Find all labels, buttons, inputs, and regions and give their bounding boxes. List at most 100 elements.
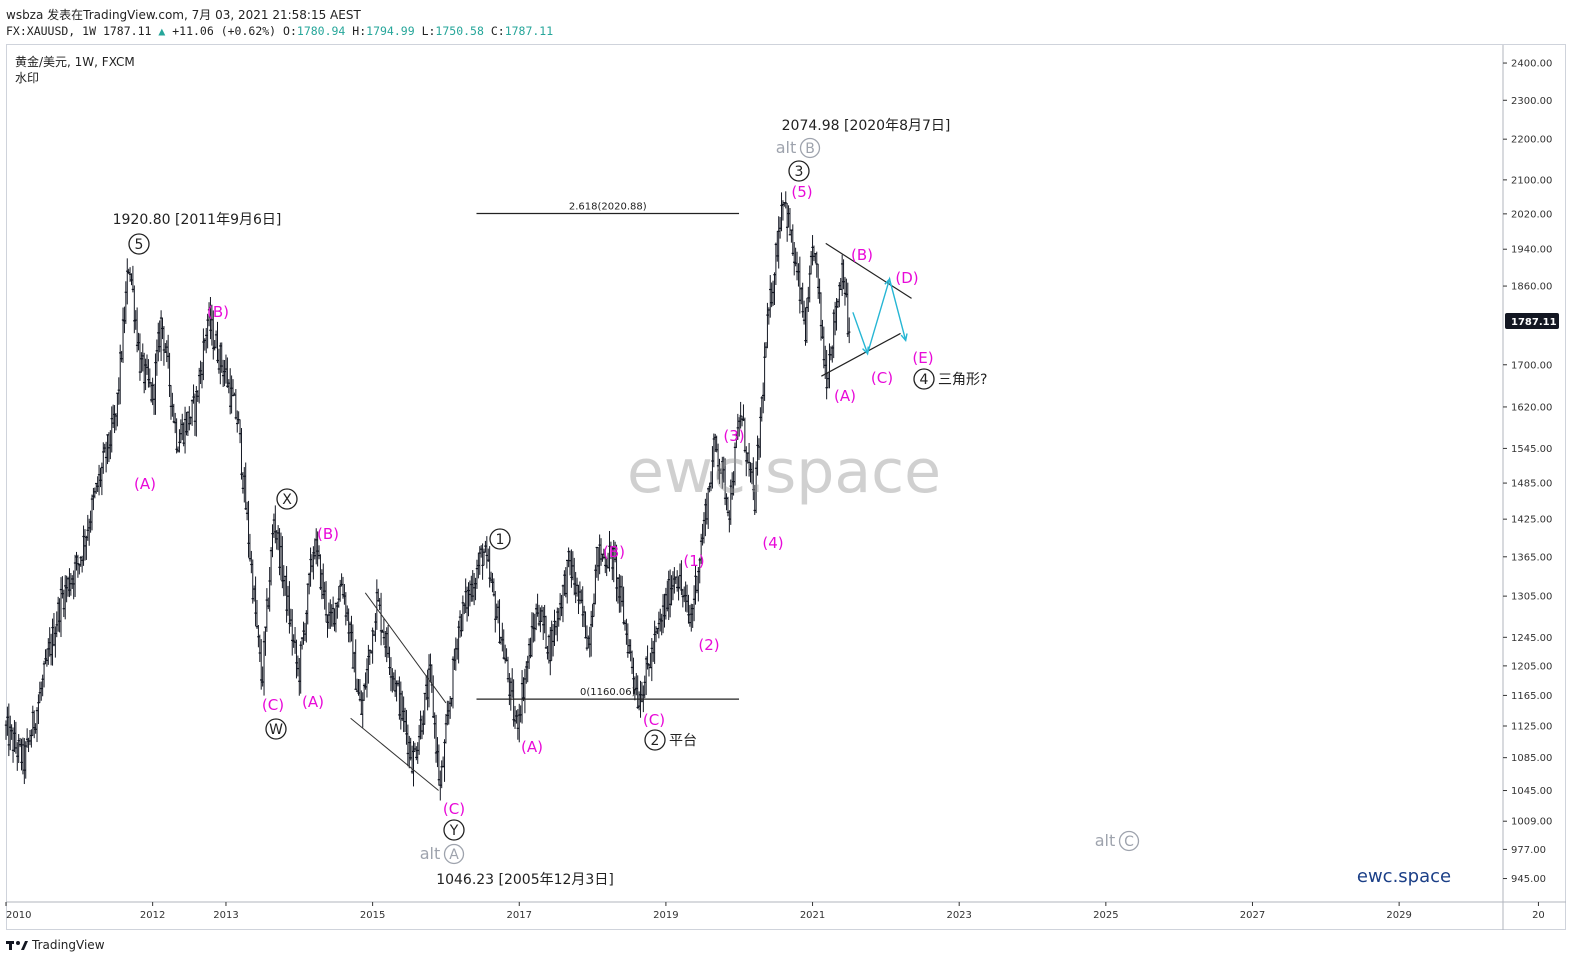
price-tick-label: 1045.00 — [1511, 786, 1552, 797]
gridlines — [6, 45, 1566, 930]
time-tick-label: 2013 — [213, 910, 238, 921]
candlestick-series — [4, 191, 851, 801]
price-tick-label: 945.00 — [1511, 874, 1546, 885]
diagonal-upper-line — [364, 592, 447, 704]
triangle-upper-line — [825, 242, 912, 299]
price-tick-label: 2100.00 — [1511, 175, 1552, 186]
wave-circle-icon — [265, 718, 287, 740]
symbol-interval: FX:XAUUSD, 1W — [6, 24, 97, 38]
price-date-annotation: 1920.80 [2011年9月6日] — [113, 212, 282, 228]
wave-circle-icon — [443, 819, 465, 841]
diagonal-lower-line — [350, 717, 439, 791]
wave-label-minor: (E) — [912, 349, 933, 367]
price-date-annotation: 2074.98 [2020年8月7日] — [782, 118, 951, 134]
wave-label-circled: 3 — [795, 164, 804, 180]
wave-label-minor: (C) — [443, 800, 465, 818]
wave-labels: 1920.80 [2011年9月6日]2074.98 [2020年8月7日]10… — [113, 118, 1140, 888]
wave-label-minor: (2) — [698, 636, 719, 654]
projection-arrowhead — [900, 333, 908, 342]
wave-label-circled: 4 — [920, 372, 929, 388]
time-tick-label: 2010 — [6, 910, 31, 921]
price-tick-label: 1860.00 — [1511, 282, 1552, 293]
price-axis: 945.00 977.00 1009.00 1045.00 1085.00 1125.00… — [1503, 59, 1559, 885]
alt-wave-letter: A — [449, 847, 459, 863]
wave-label-circled: 1 — [496, 532, 505, 548]
time-axis: 2010 2012 2013 2015 2017 2019 2021 2023 2025 2027… — [5, 902, 1545, 921]
price-tick-label: 1205.00 — [1511, 661, 1552, 672]
time-tick-label: 2027 — [1240, 910, 1265, 921]
overlays: 2.618(2020.88) 0(1160.06) ewc.space ewc.spa… — [350, 201, 1451, 887]
publish-info: wsbza 发表在TradingView.com, 7月 03, 2021 21… — [6, 8, 361, 22]
low-value: 1750.58 — [435, 24, 484, 38]
alt-wave-letter: B — [805, 141, 815, 157]
watermark-label: 水印 — [15, 71, 40, 85]
wave-circle-icon — [788, 160, 810, 182]
last-price: 1787.11 — [102, 24, 152, 38]
price-tick-label: 977.00 — [1511, 845, 1546, 856]
footer-logo[interactable]: TradingView — [6, 938, 105, 952]
wave-label-minor: (A) — [834, 387, 856, 405]
close-value: 1787.11 — [504, 24, 554, 38]
current-price-label: 1787.11 — [1511, 317, 1557, 328]
ohlc-bar: FX:XAUUSD, 1W 1787.11 ▲ +11.06 (+0.62%) … — [6, 24, 554, 38]
wave-label-minor: (A) — [521, 738, 543, 756]
wave-label-minor: (D) — [895, 269, 918, 287]
symbol-name: 黄金/美元, 1W, FXCM — [15, 55, 135, 69]
fib-level-label: 0(1160.06) — [580, 687, 636, 698]
change-up-icon: ▲ — [158, 24, 166, 38]
price-tick-label: 1545.00 — [1511, 444, 1552, 455]
wave-label-minor: (C) — [643, 711, 665, 729]
wave-label-minor: (3) — [723, 427, 744, 445]
price-tick-label: 1085.00 — [1511, 753, 1552, 764]
time-tick-label: 2029 — [1386, 910, 1411, 921]
time-tick-label: 2025 — [1093, 910, 1118, 921]
price-date-annotation: 1046.23 [2005年12月3日] — [436, 872, 614, 888]
price-tick-label: 1485.00 — [1511, 479, 1552, 490]
wave-note-flat: 平台 — [669, 733, 697, 749]
price-tick-label: 2300.00 — [1511, 96, 1552, 107]
time-tick-label: 2019 — [653, 910, 678, 921]
time-tick-label: 2015 — [360, 910, 385, 921]
alt-circle-icon — [443, 843, 465, 865]
wave-circle-icon — [489, 528, 511, 550]
time-tick-label: 2017 — [507, 910, 532, 921]
price-tick-label: 2200.00 — [1511, 135, 1552, 146]
chart-frame[interactable] — [6, 44, 1566, 930]
wave-label-minor: (B) — [603, 543, 625, 561]
price-tick-label: 1125.00 — [1511, 721, 1552, 732]
wave-label-circled: Y — [449, 823, 459, 839]
wave-label-minor: (A) — [302, 693, 324, 711]
wave-label-minor: (B) — [851, 246, 873, 264]
alt-prefix-label: alt — [776, 138, 797, 157]
wave-label-circled: W — [269, 722, 283, 738]
wave-label-minor: (A) — [134, 475, 156, 493]
wave-label-circled: 5 — [135, 237, 144, 253]
alt-wave-letter: C — [1124, 834, 1134, 850]
wave-circle-icon — [128, 233, 150, 255]
wave-circle-icon — [913, 368, 935, 390]
alt-circle-icon — [799, 137, 821, 159]
wave-label-minor: (C) — [262, 696, 284, 714]
wave-label-minor: (B) — [317, 525, 339, 543]
current-price-tag — [1505, 313, 1559, 330]
projection-arrowhead — [862, 346, 869, 356]
high-value: 1794.99 — [366, 24, 415, 38]
price-tick-label: 2400.00 — [1511, 59, 1552, 70]
wave-note-triangle: 三角形? — [938, 372, 987, 388]
wave-label-minor: (1) — [683, 552, 704, 570]
triangle-lower-line — [821, 332, 901, 377]
alt-circle-icon — [1118, 830, 1140, 852]
time-tick-label: 2023 — [946, 910, 971, 921]
projection-path — [852, 276, 907, 356]
wave-label-minor: (B) — [207, 303, 229, 321]
fib-level-label: 2.618(2020.88) — [569, 201, 647, 212]
alt-prefix-label: alt — [420, 844, 441, 863]
time-tick-label: 20 — [1532, 910, 1545, 921]
price-tick-label: 1700.00 — [1511, 360, 1552, 371]
price-tick-label: 1365.00 — [1511, 552, 1552, 563]
wave-label-circled: X — [282, 492, 292, 508]
tradingview-logo-icon — [6, 941, 28, 950]
open-value: 1780.94 — [296, 24, 346, 38]
time-tick-label: 2012 — [140, 910, 165, 921]
